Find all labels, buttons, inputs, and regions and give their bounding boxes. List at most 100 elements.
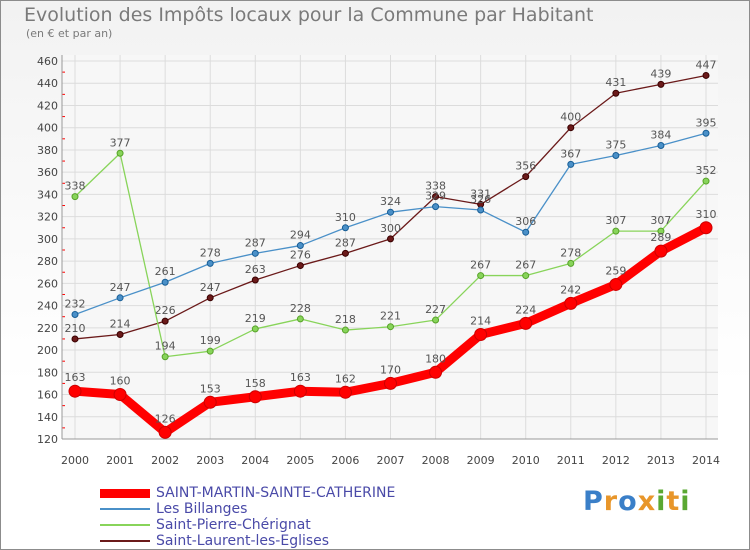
y-tick-label: 160: [37, 389, 58, 402]
data-label: 306: [515, 215, 536, 228]
data-label: 338: [65, 180, 86, 193]
logo-letter: r: [603, 486, 619, 517]
legend-swatch: [100, 488, 150, 498]
data-point: [206, 259, 214, 267]
x-tick-label: 2002: [151, 454, 179, 467]
data-label: 326: [470, 193, 491, 206]
data-label: 247: [200, 281, 221, 294]
y-tick-label: 420: [37, 99, 58, 112]
data-point: [519, 316, 533, 330]
data-point: [71, 193, 79, 201]
data-point: [158, 425, 172, 439]
y-tick-label: 440: [37, 77, 58, 90]
x-tick-label: 2003: [196, 454, 224, 467]
data-point: [477, 272, 485, 280]
series-2: 338 377 194 199 219 228 218 221 227 267 267 278 307 3…: [65, 136, 717, 361]
data-point: [206, 347, 214, 355]
data-point: [567, 160, 575, 168]
data-point: [384, 376, 397, 390]
data-point: [612, 227, 620, 235]
data-point: [657, 227, 665, 235]
data-point: [654, 244, 668, 258]
series-0: 163 160 126 153 158 163 162 170 180 214 224 242 259 2…: [65, 208, 717, 439]
logo-letter: P: [583, 486, 604, 517]
data-label: 300: [380, 222, 401, 235]
legend-swatch: [100, 508, 150, 510]
data-point: [567, 259, 575, 267]
data-label: 180: [425, 352, 446, 365]
legend: SAINT-MARTIN-SAINTE-CATHERINE Les Billang…: [100, 485, 395, 549]
data-label: 158: [245, 377, 266, 390]
logo-letter: t: [666, 486, 681, 517]
data-label: 310: [696, 208, 717, 221]
x-tick-label: 2006: [331, 454, 359, 467]
data-point: [702, 71, 710, 79]
data-label: 329: [425, 190, 446, 203]
x-tick-label: 2000: [61, 454, 89, 467]
y-tick-label: 280: [37, 255, 58, 268]
y-tick-label: 220: [37, 322, 58, 335]
data-label: 338: [425, 180, 446, 193]
legend-label: Les Billanges: [156, 501, 248, 517]
x-tick-label: 2013: [647, 454, 675, 467]
legend-label: Saint-Laurent-les-Eglises: [156, 533, 330, 549]
data-label: 232: [65, 297, 86, 310]
data-label: 218: [335, 313, 356, 326]
y-tick-label: 240: [37, 300, 58, 313]
x-tick-label: 2004: [241, 454, 269, 467]
data-point: [251, 249, 259, 257]
data-point: [432, 316, 440, 324]
data-label: 331: [470, 187, 491, 200]
data-point: [702, 177, 710, 185]
y-tick-label: 300: [37, 233, 58, 246]
data-label: 352: [696, 164, 717, 177]
data-label: 307: [605, 214, 626, 227]
data-label: 400: [560, 111, 581, 124]
data-label: 210: [65, 322, 86, 335]
legend-swatch: [100, 540, 150, 542]
data-label: 375: [605, 139, 626, 152]
data-point: [341, 326, 349, 334]
data-label: 214: [110, 317, 131, 330]
data-point: [609, 277, 623, 291]
data-label: 324: [380, 195, 401, 208]
data-point: [161, 278, 169, 286]
y-tick-label: 200: [37, 344, 58, 357]
data-point: [522, 228, 530, 236]
data-label: 356: [515, 160, 536, 173]
data-point: [161, 353, 169, 361]
x-tick-label: 2008: [422, 454, 450, 467]
data-point: [116, 294, 124, 302]
data-label: 153: [200, 382, 221, 395]
data-point: [71, 310, 79, 318]
data-label: 219: [245, 312, 266, 325]
data-point: [68, 384, 82, 398]
data-label: 287: [245, 236, 266, 249]
data-point: [296, 262, 304, 270]
data-point: [387, 235, 394, 243]
data-point: [432, 203, 440, 211]
data-point: [251, 325, 259, 333]
data-label: 377: [110, 136, 131, 149]
data-label: 263: [245, 263, 266, 276]
data-label: 162: [335, 372, 356, 385]
data-point: [206, 294, 214, 302]
proxiti-logo: Proxiti: [583, 486, 691, 517]
data-point: [71, 335, 79, 343]
x-tick-label: 2009: [467, 454, 495, 467]
data-point: [116, 149, 124, 157]
data-point: [564, 296, 578, 310]
data-label: 261: [155, 265, 176, 278]
y-tick-label: 260: [37, 277, 58, 290]
data-point: [522, 173, 530, 181]
data-point: [567, 124, 575, 132]
y-tick-label: 320: [37, 211, 58, 224]
data-point: [702, 129, 710, 137]
x-tick-label: 2007: [377, 454, 405, 467]
data-label: 278: [200, 246, 221, 259]
chart-title: Evolution des Impôts locaux pour la Comm…: [24, 4, 594, 26]
data-point: [477, 206, 485, 214]
data-label: 267: [515, 259, 536, 272]
data-point: [387, 208, 394, 216]
